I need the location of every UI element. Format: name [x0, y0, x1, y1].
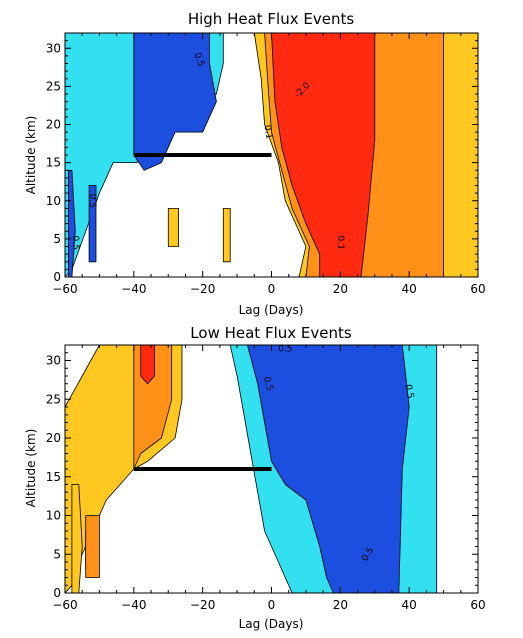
low-x-tick-label: 40	[402, 598, 417, 612]
low-y-axis-ticks: 0 5 10 15 20 25 30	[46, 344, 478, 600]
low-region-yellow-1	[71, 484, 83, 593]
low-x-axis-label: Lag (Days)	[239, 617, 304, 631]
low-region-red-5	[140, 345, 155, 385]
high-y-tick-label: 5	[53, 232, 61, 246]
low-x-tick-label: 60	[470, 598, 485, 612]
high-contour-label-5: 0.5	[70, 236, 80, 250]
low-y-tick-label: 5	[53, 547, 61, 561]
low-heat-flux-chart: Low Heat Flux Events 0.5 0.50.50.5 −60 −40…	[24, 324, 486, 631]
high-region-red-9	[271, 33, 376, 277]
high-x-tick-label: 60	[470, 282, 485, 296]
high-y-axis-label: Altitude (km)	[24, 116, 38, 195]
high-contour-regions	[65, 33, 478, 277]
high-x-tick-label: 20	[333, 282, 348, 296]
high-region-dark_blue-3	[68, 169, 76, 277]
low-x-tick-label: −20	[190, 598, 215, 612]
low-x-tick-label: 20	[333, 598, 348, 612]
high-y-tick-label: 20	[46, 118, 61, 132]
high-contour-label-4: 0.5	[87, 194, 97, 208]
high-y-tick-label: 25	[46, 79, 61, 93]
low-y-tick-label: 20	[46, 431, 61, 445]
low-x-tick-label: 0	[268, 598, 276, 612]
high-contour-labels: 0.5-2.00.10.10.50.5	[70, 51, 345, 249]
low-y-tick-label: 30	[46, 354, 61, 368]
high-y-tick-label: 0	[53, 270, 61, 284]
low-contour-label-1: 0.5	[403, 384, 415, 400]
high-contour-label-2: 0.1	[261, 124, 273, 140]
low-chart-title: Low Heat Flux Events	[190, 324, 352, 342]
low-region-dark_blue-7	[246, 345, 410, 593]
low-x-tick-label: −60	[52, 598, 77, 612]
high-heat-flux-chart: High Heat Flux Events 0.5-2.00.10.10.50.…	[24, 10, 486, 317]
low-contour-label-0: 0.5	[261, 376, 274, 392]
high-x-tick-label: −40	[121, 282, 146, 296]
high-contour-label-3: 0.1	[335, 236, 345, 250]
high-contour-label-0: 0.5	[192, 51, 206, 68]
high-x-tick-label: −60	[52, 282, 77, 296]
high-region-yellow-6	[222, 207, 231, 263]
low-x-axis-ticks: −60 −40 −20 0 20 40 60	[52, 345, 486, 612]
high-x-tick-label: 40	[402, 282, 417, 296]
high-y-axis-ticks: 0 5 10 15 20 25 30	[46, 32, 478, 284]
high-region-yellow-7	[167, 207, 180, 247]
low-y-tick-label: 10	[46, 509, 61, 523]
low-x-tick-label: −40	[121, 598, 146, 612]
low-contour-regions	[65, 345, 438, 593]
high-region-dark_blue-4	[88, 185, 97, 263]
low-region-orange-4	[85, 515, 100, 578]
high-y-tick-label: 15	[46, 156, 61, 170]
high-x-tick-label: −20	[190, 282, 215, 296]
low-contour-label-3: 0.5	[278, 344, 292, 354]
high-y-tick-label: 10	[46, 194, 61, 208]
low-y-axis-label: Altitude (km)	[24, 429, 38, 508]
high-x-axis-label: Lag (Days)	[239, 303, 304, 317]
low-y-tick-label: 25	[46, 392, 61, 406]
high-chart-title: High Heat Flux Events	[188, 10, 355, 28]
low-y-tick-label: 15	[46, 470, 61, 484]
high-x-tick-label: 0	[268, 282, 276, 296]
high-y-tick-label: 30	[46, 41, 61, 55]
low-y-tick-label: 0	[53, 586, 61, 600]
high-region-dark_blue-2	[133, 33, 217, 171]
high-x-axis-ticks: −60 −40 −20 0 20 40 60	[52, 33, 486, 296]
